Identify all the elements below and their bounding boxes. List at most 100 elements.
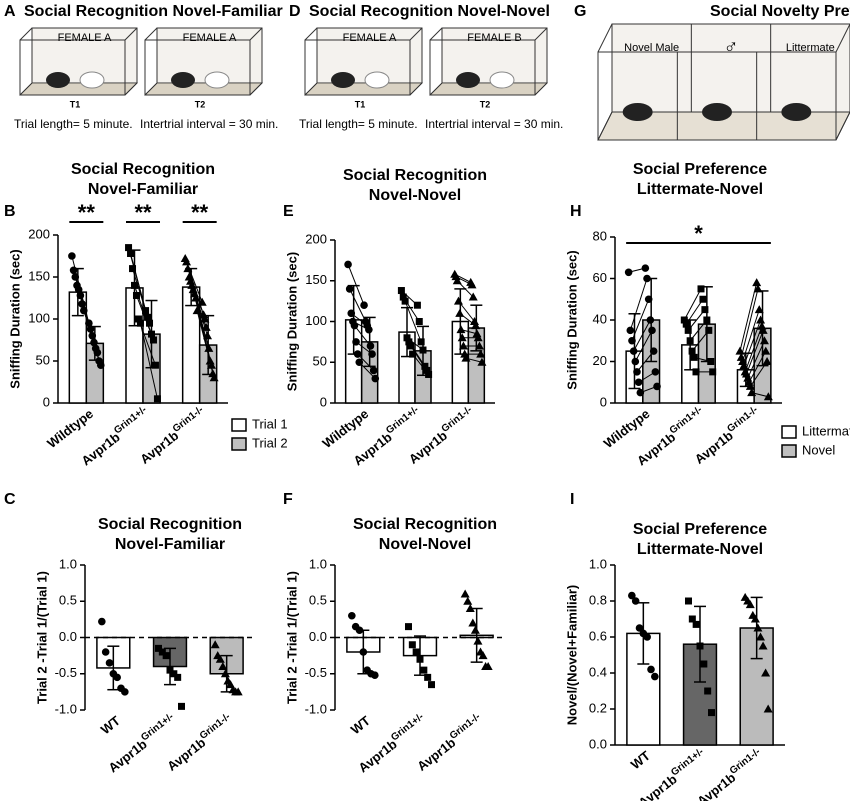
category: Avpr1b [106,737,150,776]
data-point [197,297,207,306]
cage-back [611,23,850,113]
chart-title: Novel-Novel [369,187,461,204]
chart-title: Novel-Familiar [88,181,198,198]
significance: ** [78,200,96,225]
data-point [682,320,690,328]
data-point [468,292,478,301]
panel-letter: F [283,491,293,508]
mouse-black [331,72,355,88]
data-point [690,353,698,361]
chart-title: Social Recognition [353,516,497,533]
cage-floor [19,82,138,96]
error-bar [684,319,697,371]
diagram-title: Social Recognition Novel-Novel [309,3,550,20]
y-axis-label: Novel/(Novel+Familiar) [564,585,579,726]
data-point [692,620,700,628]
data-point [68,252,76,260]
chart-title: Novel-Familiar [115,536,225,553]
data-point [98,617,106,626]
data-point [697,285,705,293]
y-tick-label: 100 [305,313,327,328]
data-point [74,285,83,294]
x-tick-label: Wildtype [44,406,96,451]
category: WT [348,713,373,737]
data-point [192,306,202,315]
data-point [153,395,161,403]
data-point [360,301,368,310]
data-point [210,640,220,649]
y-tick-label: 100 [28,310,50,325]
data-point [629,347,638,355]
panel-letter: C [4,491,16,508]
error-bar [107,645,120,691]
data-point [413,301,421,309]
data-point [474,341,484,350]
legend-label: Littermate [802,423,850,438]
category: Wildtype [601,406,653,451]
category: Avpr1b [137,428,181,467]
y-axis-label: Sniffing Duration (sec) [284,252,299,391]
y-tick-label: 40 [593,311,607,326]
data-point [420,666,428,674]
mouse-white [489,71,515,89]
mouse-black [622,103,653,121]
x-tick-label: Wildtype [320,406,372,451]
data-point [121,688,129,696]
y-tick-label: 0.4 [589,664,607,679]
error-bar [700,286,713,363]
y-tick-label: 20 [593,353,607,368]
x-tick-label: WT [98,713,123,737]
pair-line [347,264,365,306]
y-tick-label: 150 [305,272,327,287]
diagram-title: Social Recognition Novel-Familiar [24,3,283,20]
y-tick-label: -0.5 [305,665,327,680]
cage-back [156,27,263,84]
data-point [646,316,655,324]
y-tick-label: 0.0 [589,736,607,751]
y-tick-label: 60 [593,270,607,285]
mouse-white [204,71,230,89]
y-tick-label: 0.6 [589,628,607,643]
data-point [701,306,709,314]
cage-front [144,39,251,96]
data-point [144,313,152,321]
cage-edge [249,27,263,41]
data-point [407,342,415,350]
error-bar [88,325,101,361]
mouse-white [364,71,390,89]
data-point [85,319,93,328]
y-tick-label: -1.0 [305,701,327,716]
data-point [704,687,712,695]
y-tick-label: 80 [593,228,607,243]
data-point [460,589,470,598]
y-axis-label: Trial 2 -Trial 1/(Trial 1) [34,571,49,704]
data-point [415,318,423,325]
y-tick-label: 1.0 [59,556,77,571]
pair-line [633,319,651,352]
y-tick-label: -0.5 [55,665,77,680]
data-point [756,632,766,641]
legend-swatch [781,444,797,458]
category: Avpr1b [351,430,395,469]
data-point [476,349,486,358]
cage-edge [144,82,158,96]
pair-line [634,330,653,362]
diagram-note: Trial length= 5 minute. [299,117,418,131]
pair-line [739,282,758,352]
data-point [762,357,772,365]
error-bar [347,284,360,355]
pair-line [740,288,759,358]
data-point [136,319,144,327]
data-point [154,644,162,652]
data-point [470,625,480,634]
y-tick-label: 200 [305,231,327,246]
cage-edge [144,27,158,41]
data-point [423,366,431,374]
data-point [174,673,182,681]
data-point [142,307,150,315]
error-bar [470,607,483,663]
legend-swatch [231,437,247,451]
data-point [753,623,763,632]
error-bar [185,267,198,307]
